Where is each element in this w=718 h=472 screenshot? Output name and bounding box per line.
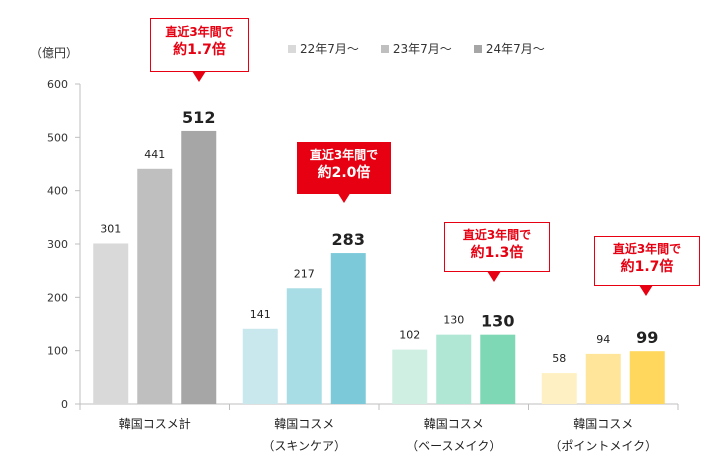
- y-tick-label: 0: [61, 398, 68, 411]
- data-label: 301: [100, 222, 121, 235]
- y-tick-label: 200: [47, 291, 68, 304]
- legend-item-23: 23年7月～: [380, 40, 452, 57]
- data-label: 102: [399, 329, 420, 342]
- bar: [480, 334, 516, 404]
- x-category-label: （ポイントメイク）: [549, 439, 657, 453]
- legend-label: 23年7月～: [392, 42, 452, 56]
- data-label: 217: [294, 267, 315, 280]
- data-label: 94: [596, 333, 610, 346]
- legend-label: 24年7月～: [485, 42, 545, 56]
- legend-label: 22年7月～: [300, 42, 359, 56]
- callout-line1: 直近3年間で: [309, 148, 379, 162]
- x-category-label: 韓国コスメ計: [119, 416, 191, 431]
- data-label: 130: [481, 312, 514, 331]
- callout-arrow: [487, 271, 501, 282]
- callout-arrow: [337, 192, 351, 203]
- callout-total: 直近3年間で 約1.7倍: [150, 18, 249, 72]
- callout-line2: 約1.7倍: [173, 41, 226, 58]
- bar: [286, 288, 322, 404]
- y-tick-label: 300: [47, 238, 68, 251]
- data-label: 141: [250, 308, 271, 321]
- callout-line1: 直近3年間で: [165, 25, 234, 39]
- data-label: 130: [443, 314, 464, 327]
- x-category-label: 韓国コスメ: [274, 417, 334, 431]
- callout-line2: 約1.3倍: [470, 244, 524, 261]
- callout-line1: 直近3年間で: [612, 242, 682, 256]
- data-label: 58: [552, 352, 566, 365]
- x-category-label: （ベースメイク）: [406, 439, 501, 453]
- data-label: 99: [636, 328, 658, 347]
- bar: [330, 253, 366, 404]
- bar: [93, 243, 129, 404]
- data-label: 512: [182, 108, 215, 127]
- callout-basemake: 直近3年間で 約1.3倍: [444, 222, 550, 272]
- callout-line1: 直近3年間で: [462, 228, 532, 242]
- legend-item-24: 24年7月～: [473, 40, 545, 57]
- callout-arrow: [192, 71, 206, 82]
- x-category-label: 韓国コスメ: [573, 417, 633, 431]
- y-tick-label: 400: [47, 185, 68, 198]
- bar: [137, 168, 173, 404]
- bar: [436, 334, 472, 404]
- bar: [242, 328, 278, 404]
- callout-pointmake: 直近3年間で 約1.7倍: [594, 236, 700, 286]
- callout-line2: 約2.0倍: [317, 164, 371, 181]
- y-tick-label: 600: [47, 78, 68, 91]
- bar: [541, 373, 577, 404]
- bar: [629, 351, 665, 404]
- y-tick-label: 100: [47, 345, 68, 358]
- bar: [585, 353, 621, 404]
- y-tick-label: 500: [47, 131, 68, 144]
- x-category-label: （スキンケア）: [262, 439, 346, 453]
- legend-swatch: [288, 44, 296, 53]
- callout-skincare: 直近3年間で 約2.0倍: [297, 142, 391, 194]
- legend-swatch: [473, 44, 482, 53]
- legend-item-22: 22年7月～: [288, 40, 359, 57]
- data-label: 441: [144, 148, 165, 161]
- bar: [181, 130, 217, 404]
- legend: 22年7月～ 23年7月～ 24年7月～: [288, 40, 545, 57]
- callout-line2: 約1.7倍: [620, 258, 674, 275]
- data-label: 283: [332, 230, 365, 249]
- bar: [392, 349, 428, 404]
- y-axis-unit: （億円）: [30, 46, 79, 60]
- x-category-label: 韓国コスメ: [424, 417, 484, 431]
- legend-swatch: [380, 44, 389, 53]
- callout-arrow: [639, 285, 653, 296]
